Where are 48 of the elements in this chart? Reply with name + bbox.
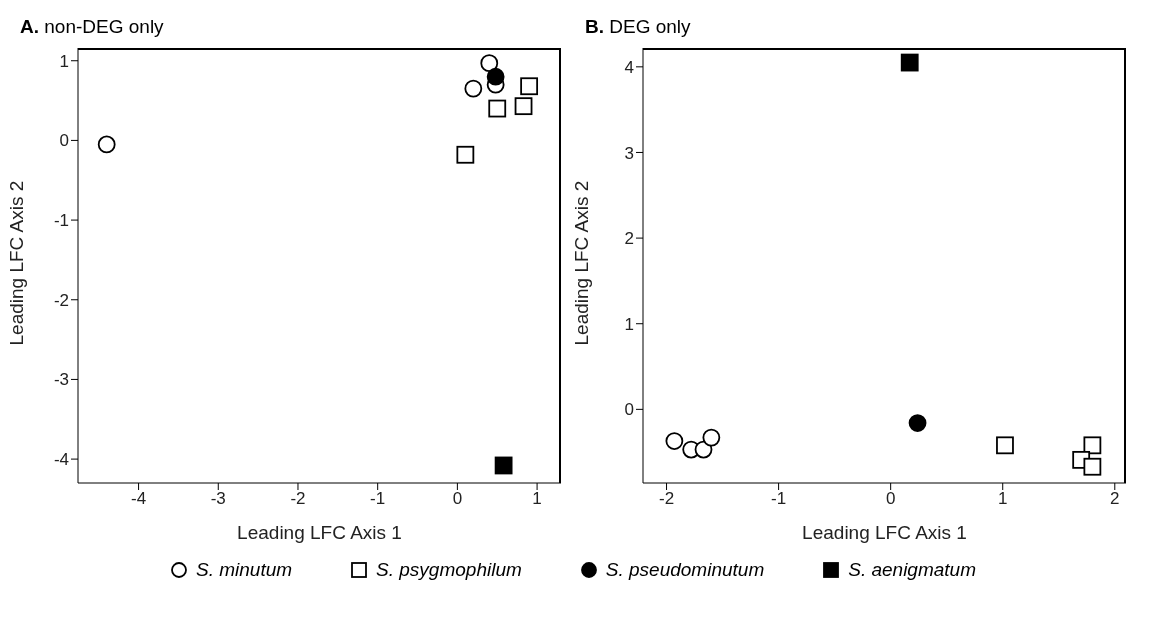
y-tick-label: -2 <box>53 290 69 310</box>
legend-label: S. psygmophilum <box>376 559 522 581</box>
y-tick-label: 4 <box>624 57 634 77</box>
y-tick-label: 1 <box>624 314 634 334</box>
point <box>908 414 927 432</box>
point <box>520 77 539 96</box>
chart-title: A. non-DEG only <box>20 16 164 38</box>
x-tick-label: -2 <box>658 489 675 509</box>
legend-label: S. minutum <box>195 559 293 581</box>
y-tick-label: -4 <box>53 450 69 470</box>
point <box>702 428 721 447</box>
x-axis-title: Leading LFC Axis 1 <box>802 522 967 543</box>
point <box>1083 436 1102 455</box>
x-tick-label: -1 <box>771 489 787 509</box>
point <box>486 67 505 86</box>
y-tick-label: 3 <box>624 143 634 163</box>
point <box>494 456 513 475</box>
x-tick-label: 1 <box>532 489 542 509</box>
point <box>456 145 475 164</box>
point <box>480 54 499 73</box>
x-tick-label: -1 <box>370 489 386 509</box>
y-axis-title: Leading LFC Axis 2 <box>5 180 27 346</box>
x-tick-label: 0 <box>885 489 896 509</box>
x-tick-label: 0 <box>452 489 463 509</box>
y-axis-title: Leading LFC Axis 2 <box>570 180 592 346</box>
y-tick-label: 0 <box>59 131 69 151</box>
y-tick-label: 1 <box>59 51 69 71</box>
x-axis-title: Leading LFC Axis 1 <box>237 522 402 543</box>
point <box>464 79 483 98</box>
y-tick-label: 2 <box>624 229 634 249</box>
x-tick-label: 2 <box>1110 489 1120 509</box>
point <box>514 97 533 116</box>
x-tick-label: -4 <box>131 489 147 509</box>
legend-label: S. pseudominutum <box>605 559 765 581</box>
point <box>996 436 1014 455</box>
x-tick-label: -3 <box>210 489 226 509</box>
y-tick-label: -3 <box>53 370 69 390</box>
y-tick-label: 0 <box>624 400 634 420</box>
point <box>488 99 507 118</box>
point <box>97 135 116 154</box>
x-tick-label: 1 <box>997 489 1008 509</box>
legend-label: S. aenigmatum <box>848 559 977 581</box>
y-tick-label: -1 <box>53 211 69 231</box>
chart-title: B. DEG only <box>585 16 691 38</box>
point <box>665 432 684 450</box>
x-tick-label: -2 <box>290 489 306 509</box>
point <box>1083 457 1102 476</box>
point <box>900 53 919 72</box>
